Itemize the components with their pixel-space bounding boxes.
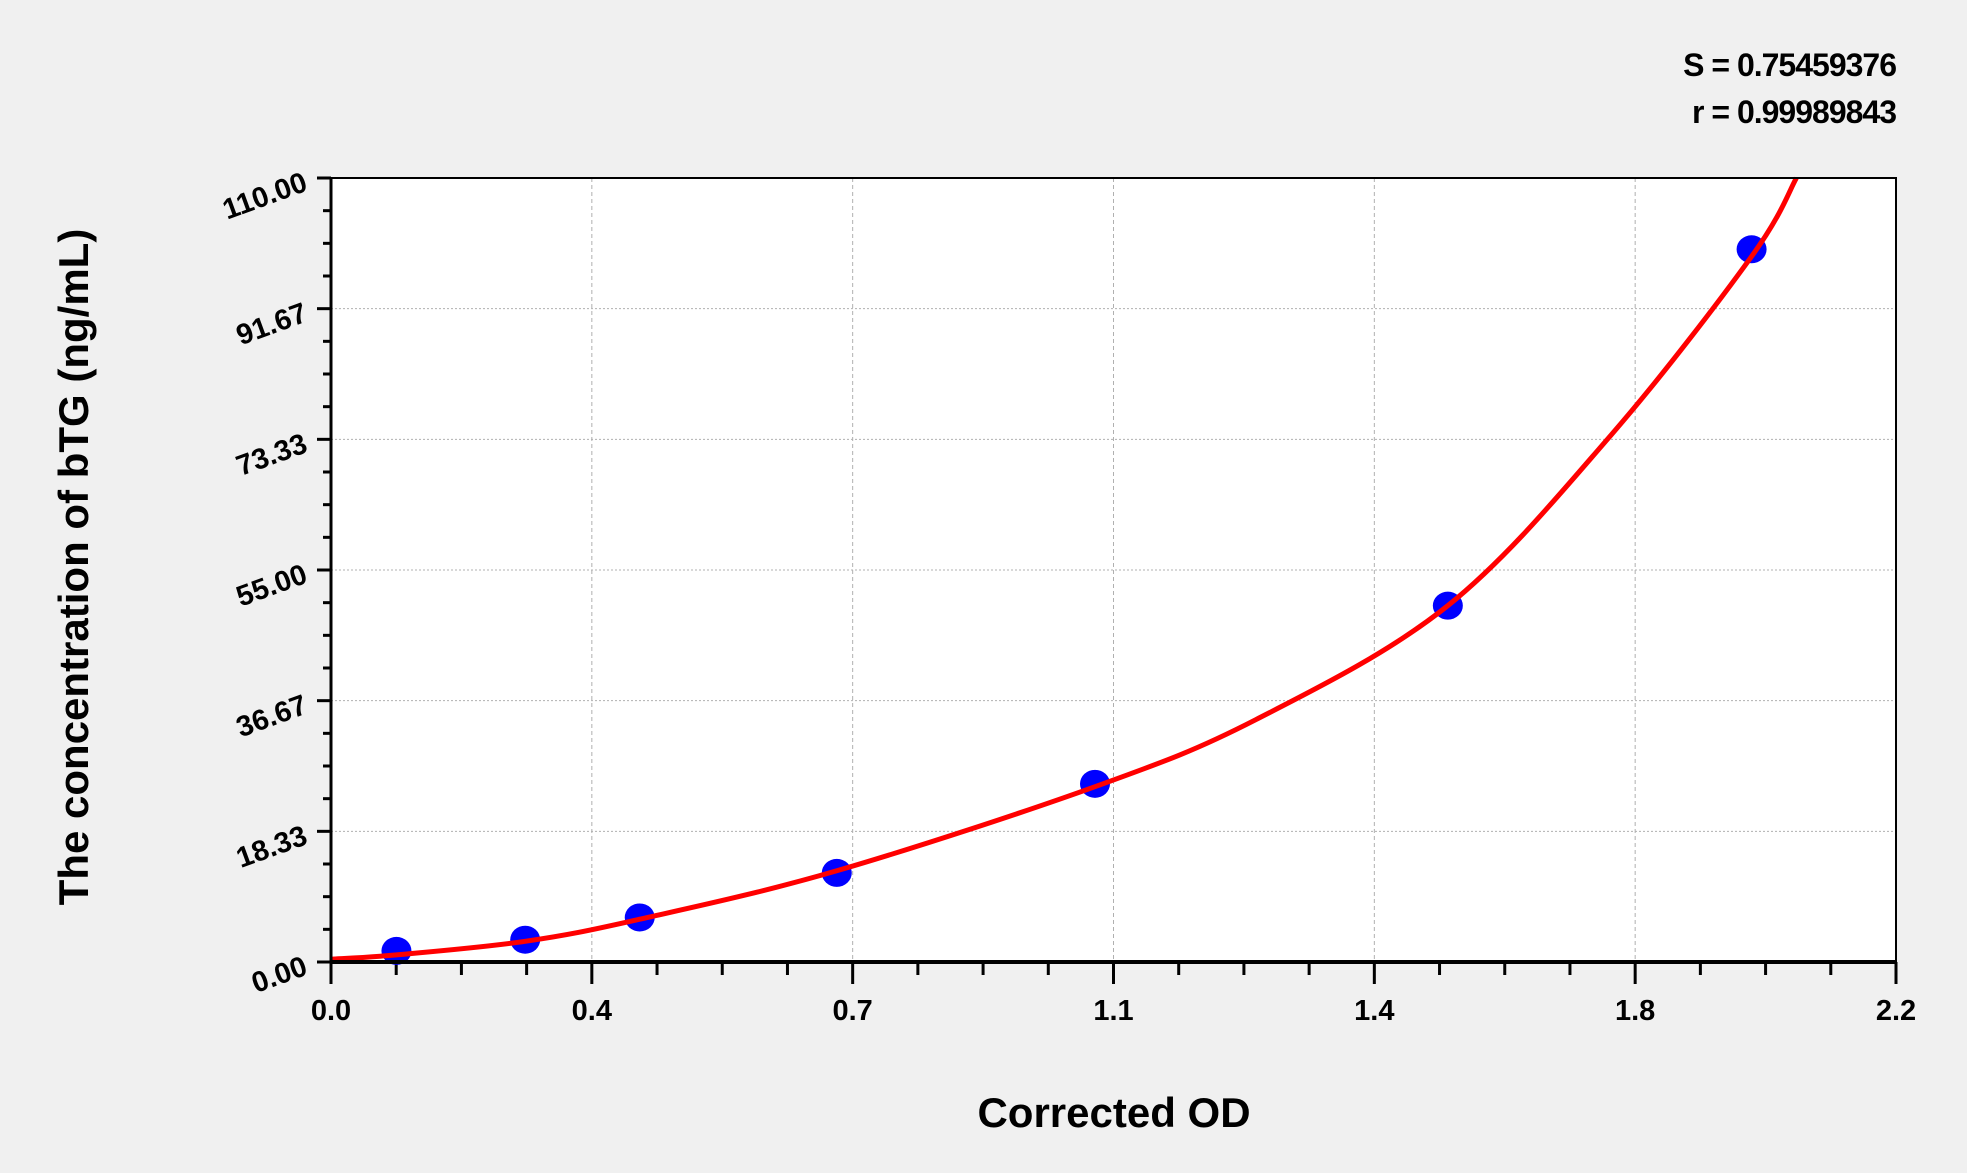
y-axis-title: The concentration of bTG (ng/mL) xyxy=(50,229,97,906)
y-tick-label: 73.33 xyxy=(232,428,311,483)
y-tick-label: 0.00 xyxy=(247,951,311,1000)
x-tick-label: 0.0 xyxy=(311,995,351,1027)
grid xyxy=(331,178,1896,962)
y-tick-label: 55.00 xyxy=(232,559,311,614)
axis-ticks xyxy=(317,176,1898,984)
fit-curve xyxy=(330,176,1799,962)
y-tick-label: 110.00 xyxy=(219,167,312,227)
y-tick-label: 91.67 xyxy=(232,297,311,352)
x-axis-title: Corrected OD xyxy=(977,1089,1250,1136)
x-tick-label: 1.4 xyxy=(1354,995,1394,1027)
stat-s: S = 0.75459376 xyxy=(1683,47,1896,83)
y-tick-labels: 0.00 18.33 36.67 55.00 73.33 91.67 110.00 xyxy=(219,167,312,1000)
x-tick-label: 1.8 xyxy=(1615,995,1655,1027)
x-tick-label: 1.1 xyxy=(1093,995,1133,1027)
stat-r: r = 0.99989843 xyxy=(1692,94,1896,130)
x-tick-label: 0.7 xyxy=(833,995,873,1027)
x-tick-labels: 0.0 0.4 0.7 1.1 1.4 1.8 2.2 xyxy=(311,995,1916,1027)
x-tick-label: 0.4 xyxy=(572,995,612,1027)
y-tick-label: 18.33 xyxy=(232,820,311,875)
x-tick-label: 2.2 xyxy=(1876,995,1916,1027)
y-tick-label: 36.67 xyxy=(232,689,311,744)
